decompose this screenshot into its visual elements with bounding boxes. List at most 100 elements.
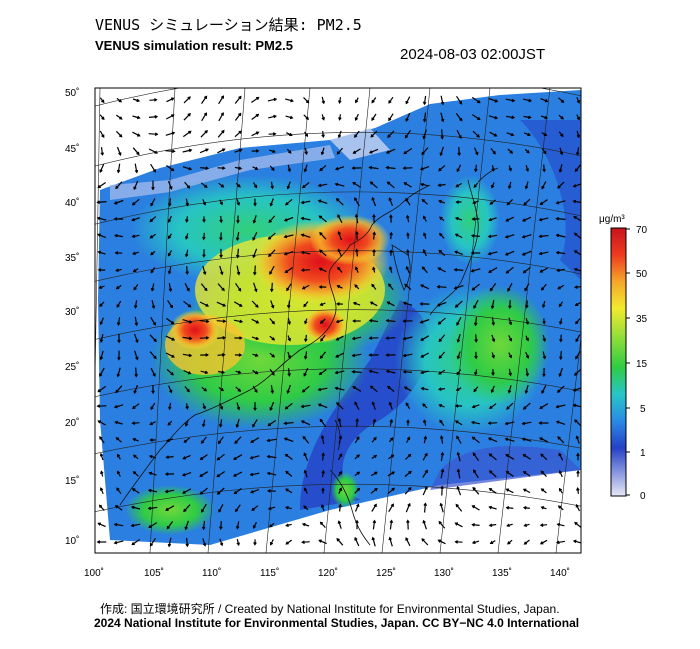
wind-arrow-head [254,371,259,375]
colorbar-scale [610,227,627,497]
wind-arrow [319,215,327,223]
wind-arrow [455,504,463,512]
wind-arrow-head [202,543,207,547]
wind-arrow-head [420,284,424,288]
wind-arrow-head [205,148,210,152]
wind-arrow-head [133,305,138,309]
wind-arrow [472,524,480,526]
wind-arrow-head [555,420,560,424]
wind-arrow [403,336,413,340]
wind-arrow-head [133,186,137,191]
wind-arrow-head [368,353,372,357]
wind-arrow [472,235,480,237]
wind-arrow [150,198,156,206]
wind-arrow-head [154,132,159,137]
graticule [95,88,581,553]
wind-arrow-head [335,354,339,358]
wind-arrow [150,537,156,547]
wind-arrow [301,234,311,238]
wind-arrow-head [471,404,476,409]
wind-arrow-head [555,200,560,205]
wind-arrow [284,421,294,425]
lon-tick-label: 115˚ [260,567,279,579]
wind-arrow-head [472,486,476,491]
wind-arrow [167,300,173,308]
wind-arrow [285,198,293,206]
wind-arrow-head [187,96,191,100]
wind-arrow [387,301,395,307]
wind-arrow-head [337,134,342,139]
wind-arrow [132,131,140,137]
wind-arrow-head [253,407,257,412]
wind-arrow [370,385,378,393]
wind-arrow-head [354,117,359,121]
wind-arrow-head [254,184,258,189]
wind-arrow-head [255,304,259,308]
wind-arrow-head [391,471,396,475]
wind-arrow-head [575,503,579,508]
wind-arrow [336,402,344,410]
wind-arrow [506,266,514,274]
wind-arrow-head [256,96,260,100]
wind-arrow [237,248,239,258]
wind-arrow-head [488,405,493,410]
wind-arrow-head [221,129,225,134]
wind-arrow-head [168,406,172,411]
wind-arrow-head [368,369,373,374]
wind-arrow-head [149,543,154,547]
wind-arrow-head [521,252,526,256]
wind-arrow-head [405,100,409,105]
wind-arrow [471,96,481,104]
wind-arrow-head [283,252,288,256]
wind-arrow [285,471,293,477]
wind-arrow [557,436,565,444]
wind-arrow [386,148,396,154]
wind-arrow-head [368,165,373,170]
wind-arrow-head [406,436,411,440]
wind-arrow [456,436,462,444]
wind-arrow-head [471,287,476,291]
wind-arrow-head [239,319,244,324]
wind-arrow-head [287,168,292,173]
wind-arrow-head [235,525,240,530]
wind-arrow [506,402,514,410]
wind-arrow [148,489,158,493]
wind-arrow-head [522,406,527,410]
wind-arrow [184,181,190,189]
wind-arrow-head [302,435,306,440]
wind-arrow [220,521,222,529]
wind-arrow-head [374,471,378,475]
wind-arrow-head [238,166,243,171]
wind-arrow-head [268,253,272,258]
wind-arrow-head [511,98,516,103]
wind-arrow-head [187,304,192,308]
wind-arrow [184,283,190,291]
wind-arrow [149,334,157,342]
wind-arrow [167,180,173,190]
wind-arrow-head [423,502,428,507]
wind-arrow-head [221,353,226,357]
wind-arrow-head [523,202,527,206]
wind-arrow-head [437,267,441,271]
wind-arrow-head [219,254,223,259]
wind-arrow-head [373,436,377,441]
wind-arrow [318,200,328,204]
wind-arrow [217,130,225,138]
wind-arrow-head [385,353,389,357]
wind-arrow-head [167,203,172,207]
wind-arrow-head [219,542,224,547]
wind-arrow-head [148,471,153,476]
wind-arrow-head [508,372,513,377]
wind-arrow-head [505,488,510,492]
wind-arrow [522,216,532,222]
wind-arrow-head [491,168,495,172]
wind-arrow-head [117,356,121,361]
wind-arrow-head [374,487,378,492]
wind-arrow-head [473,469,477,473]
wind-arrow-head [387,385,391,389]
wind-arrow-head [234,440,238,445]
wind-arrow-head [576,452,580,457]
wind-arrow [183,454,191,460]
wind-arrow [491,299,495,309]
